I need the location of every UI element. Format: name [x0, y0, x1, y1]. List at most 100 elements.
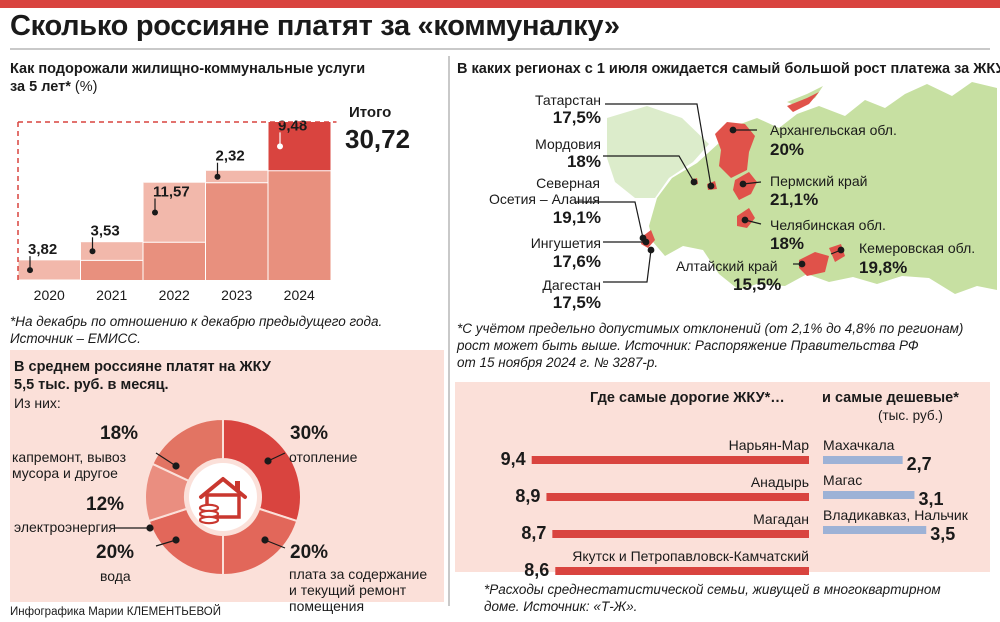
growth-heading-line1: Как подорожали жилищно-коммунальные услу…	[10, 61, 366, 77]
struct-label-maintenance-line3: помещения	[289, 598, 365, 614]
region-name-tatarstan: Татарстан	[534, 92, 601, 108]
growth-marker	[152, 209, 158, 216]
region-novaya-zemlya	[787, 92, 819, 112]
expensive-value: 8,6	[524, 560, 549, 580]
growth-bar-2023	[205, 170, 268, 183]
region-value-ossetia: 19,1%	[552, 208, 601, 227]
region-name-chelyabinsk: Челябинская обл.	[770, 217, 886, 233]
region-altai	[799, 252, 829, 276]
region-value-mordovia: 18%	[566, 152, 601, 171]
cities-note: *Расходы среднестатистической семьи, жив…	[484, 581, 994, 615]
growth-year-label: 2020	[34, 287, 65, 303]
region-name-ingushetia: Ингушетия	[530, 235, 601, 251]
structure-heading: В среднем россияне платят на ЖКУ 5,5 тыс…	[14, 358, 434, 394]
growth-marker	[27, 267, 33, 274]
growth-value-label: 3,53	[91, 222, 120, 239]
cities-heading-expensive: Где самые дорогие ЖКУ*…	[590, 390, 785, 406]
cheap-value: 2,7	[907, 454, 932, 474]
growth-value-label: 11,57	[153, 183, 190, 200]
expensive-value: 9,4	[501, 449, 526, 469]
structure-donut	[144, 417, 302, 577]
region-name-mordovia: Мордовия	[535, 136, 601, 152]
struct-pct-other: 18%	[100, 423, 139, 444]
expensive-value: 8,7	[521, 523, 546, 543]
structure-sub: Из них:	[14, 395, 61, 411]
region-name-dagestan: Дагестан	[542, 277, 601, 293]
total-value: 30,72	[345, 124, 411, 154]
regions-note-line2: рост может быть выше. Источник: Распоряж…	[457, 338, 919, 353]
region-name-altai: Алтайский край	[676, 258, 778, 274]
structure-heading-line1: В среднем россияне платят на ЖКУ	[14, 359, 271, 375]
cities-panel	[455, 382, 990, 572]
donut-leaders	[115, 452, 286, 549]
regions-heading: В каких регионах с 1 июля ожидается самы…	[457, 61, 1000, 77]
region-value-arkhangelsk: 20%	[770, 140, 805, 159]
growth-year-label: 2022	[159, 287, 190, 303]
regions-note-line3: от 15 ноября 2024 г. № 3287-р.	[457, 355, 659, 370]
growth-value-label: 2,32	[216, 148, 245, 165]
growth-bar-2021	[80, 242, 143, 261]
region-name-ossetia: Северная Осетия – Алания	[474, 175, 600, 207]
structure-heading-line2: 5,5 тыс. руб. в месяц.	[14, 377, 169, 393]
growth-year-label: 2021	[96, 287, 127, 303]
top-accent-bar	[0, 0, 1000, 8]
struct-label-other-line2: мусора и другое	[12, 465, 118, 481]
region-value-ingushetia: 17,6%	[552, 252, 601, 271]
region-name-arkhangelsk: Архангельская обл.	[770, 122, 897, 138]
cheap-city: Махачкала	[823, 437, 895, 453]
region-name-kemerovo: Кемеровская обл.	[859, 240, 976, 256]
russia-map	[575, 82, 997, 294]
growth-base-2023	[205, 182, 268, 280]
struct-label-heating: отопление	[289, 449, 358, 465]
struct-label-maintenance: плата за содержание и текущий ремонт пом…	[289, 566, 427, 614]
region-value-altai: 15,5%	[733, 275, 782, 294]
growth-note-line1: *На декабрь по отношению к декабрю преды…	[10, 314, 383, 329]
growth-base-2022	[143, 242, 206, 280]
expensive-value: 8,9	[515, 486, 540, 506]
struct-label-maintenance-line1: плата за содержание	[289, 566, 428, 582]
region-value-kemerovo: 19,8%	[859, 258, 908, 277]
column-divider	[448, 56, 450, 606]
region-value-tatarstan: 17,5%	[552, 108, 601, 127]
expensive-bar	[546, 493, 809, 501]
growth-base-2021	[80, 260, 143, 280]
map-regions	[641, 92, 845, 276]
region-name-ossetia-line2: Осетия – Алания	[488, 191, 600, 207]
expensive-bar	[552, 530, 809, 538]
cheap-value: 3,5	[930, 524, 955, 544]
map-island	[787, 86, 823, 106]
struct-label-other: капремонт, вывоз мусора и другое	[12, 449, 126, 481]
growth-note: *На декабрь по отношению к декабрю преды…	[10, 313, 440, 347]
region-name-perm: Пермский край	[770, 173, 868, 189]
donut-slice-0	[222, 417, 302, 523]
title-divider	[10, 48, 990, 50]
region-value-chelyabinsk: 18%	[770, 234, 805, 253]
cheap-bar	[823, 491, 915, 499]
cheap-city: Магас	[823, 472, 862, 488]
growth-year-label: 2023	[221, 287, 252, 303]
struct-pct-heating: 30%	[290, 423, 329, 444]
growth-heading-line2: за 5 лет*	[10, 79, 71, 95]
cheap-value: 3,1	[918, 489, 943, 509]
donut-slice-4	[151, 417, 224, 483]
region-arkhangelsk	[715, 122, 755, 178]
total-label: Итого	[349, 104, 392, 121]
page-title: Сколько россияне платят за «коммуналку»	[10, 10, 620, 42]
house-coins-icon	[198, 477, 247, 525]
growth-heading: Как подорожали жилищно-коммунальные услу…	[10, 60, 430, 96]
cities-note-line1: *Расходы среднестатистической семьи, жив…	[484, 582, 941, 597]
regions-note: *С учётом предельно допустимых отклонени…	[457, 320, 997, 371]
region-name-ossetia-line1: Северная	[536, 175, 600, 191]
credit: Инфографика Марии КЛЕМЕНТЬЕВОЙ	[10, 606, 221, 618]
struct-pct-water: 20%	[96, 542, 135, 563]
cities-heading-cheap: и самые дешевые*	[822, 390, 959, 406]
growth-value-label: 3,82	[28, 241, 57, 258]
expensive-city: Якутск и Петропавловск-Камчатский	[572, 548, 809, 564]
cheap-bar	[823, 456, 903, 464]
expensive-bar	[531, 456, 809, 464]
growth-chart: 3,82 2020 3,53 2021 11,57 2022 2,32 2023 9,48 202…	[17, 117, 337, 303]
region-value-perm: 21,1%	[770, 190, 819, 209]
regions-note-line1: *С учётом предельно допустимых отклонени…	[457, 321, 964, 336]
expensive-bar	[555, 567, 809, 575]
expensive-city: Магадан	[753, 511, 809, 527]
